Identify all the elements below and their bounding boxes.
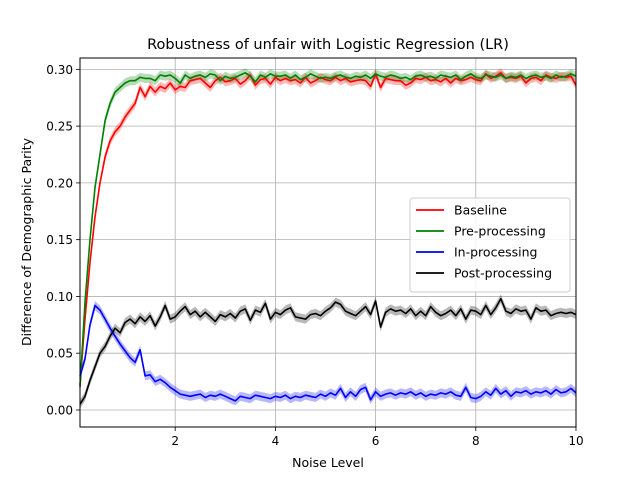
in-processing-line	[79, 304, 577, 402]
chart-title: Robustness of unfair with Logistic Regre…	[147, 37, 509, 53]
in-processing-band	[80, 301, 576, 406]
y-tick-label: 0.05	[46, 347, 73, 361]
y-axis-label: Difference of Demographic Parity	[19, 137, 34, 346]
confidence-bands	[80, 68, 576, 409]
pre-processing-line	[79, 72, 577, 388]
plot-frame	[79, 57, 577, 428]
y-tick-label: 0.00	[46, 403, 73, 417]
y-tick-label: 0.20	[46, 176, 73, 190]
x-tick-label: 4	[272, 434, 280, 448]
legend-label-post-processing: Post-processing	[454, 266, 552, 281]
legend-box	[409, 197, 571, 293]
x-tick-label: 2	[171, 434, 179, 448]
grid	[80, 58, 577, 427]
legend-label-pre-processing: Pre-processing	[454, 224, 546, 239]
x-tick-label: 6	[372, 434, 380, 448]
post-processing-line	[79, 297, 577, 405]
y-tick-label: 0.10	[46, 290, 73, 304]
y-axis-ticks: 0.00 0.05 0.10 0.15 0.20 0.25 0.30	[46, 63, 80, 417]
y-tick-label: 0.15	[46, 233, 73, 247]
x-axis-ticks: 2 4 6 8 10	[171, 427, 584, 448]
legend: Baseline Pre-processing In-processing Post-…	[409, 197, 571, 293]
y-tick-label: 0.30	[46, 63, 73, 77]
series-lines	[79, 72, 577, 405]
x-tick-label: 8	[472, 434, 480, 448]
legend-label-in-processing: In-processing	[454, 245, 537, 260]
legend-label-baseline: Baseline	[454, 203, 507, 218]
x-tick-label: 10	[568, 434, 583, 448]
x-axis-label: Noise Level	[292, 455, 364, 470]
y-tick-label: 0.25	[46, 120, 73, 134]
